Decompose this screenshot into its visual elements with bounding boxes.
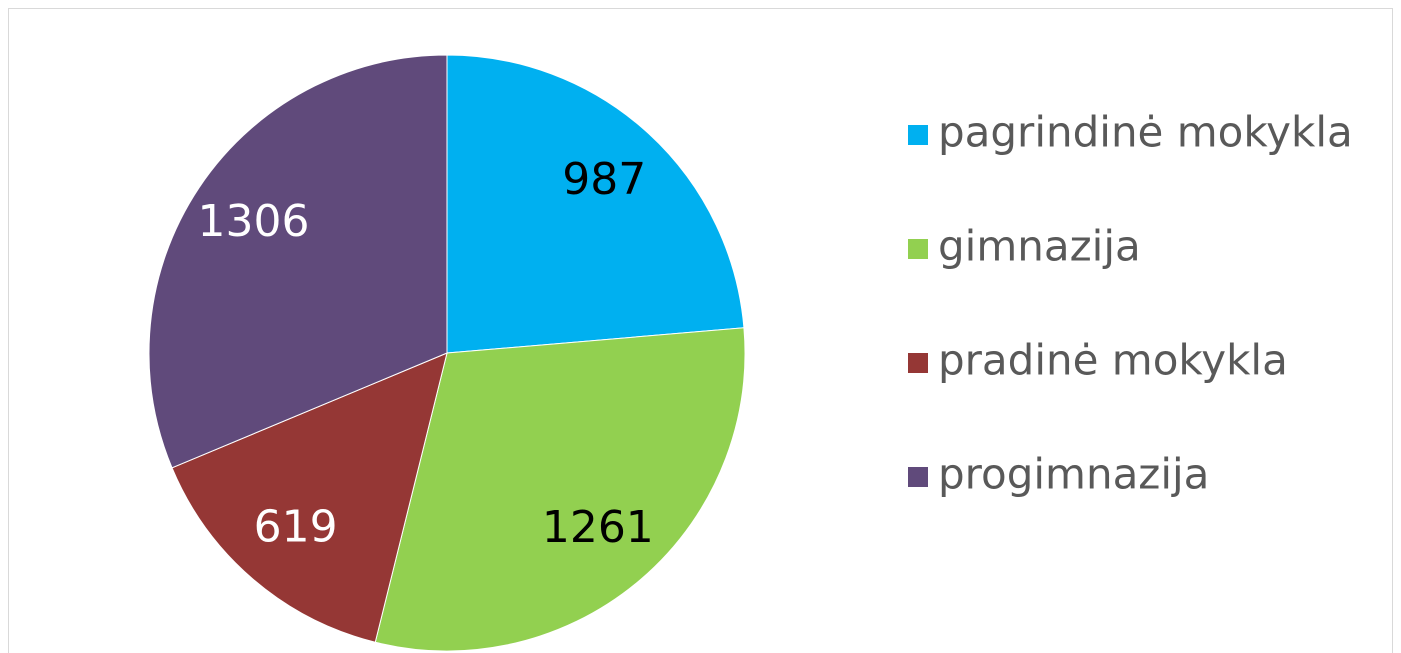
data-label: 987: [562, 154, 646, 205]
legend-label: progimnazija: [938, 450, 1209, 499]
pie-slice: [446, 54, 745, 354]
legend-label: pagrindinė mokykla: [938, 108, 1353, 157]
legend-swatch: [908, 467, 928, 487]
legend-swatch: [908, 239, 928, 259]
legend-label: gimnazija: [938, 222, 1141, 271]
pie-slice: [374, 327, 746, 652]
data-label: 619: [254, 501, 338, 552]
legend-label: pradinė mokykla: [938, 336, 1288, 385]
legend-swatch: [908, 125, 928, 145]
legend-swatch: [908, 353, 928, 373]
pie-slice: [171, 352, 448, 643]
pie-slice: [148, 54, 448, 469]
data-label: 1306: [198, 196, 310, 247]
data-label: 1261: [542, 502, 654, 553]
